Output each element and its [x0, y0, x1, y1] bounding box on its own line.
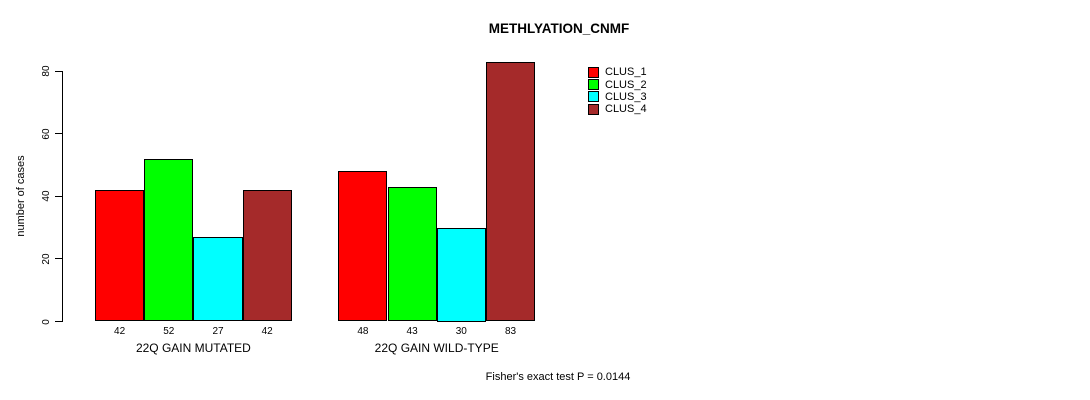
bar-clus_2-group2: [387, 186, 437, 322]
group-label-1: 22Q GAIN MUTATED: [135, 341, 251, 355]
bar-clus_1-group1: [95, 189, 145, 322]
y-axis-tick: [55, 258, 62, 260]
group-label-2: 22Q GAIN WILD-TYPE: [374, 341, 499, 355]
y-axis-tick: [55, 321, 62, 322]
legend-entry-clus_3: CLUS_3: [588, 91, 647, 103]
fisher-test-annotation: Fisher's exact test P = 0.0144: [485, 371, 631, 383]
chart-title: METHLYATION_CNMF: [488, 21, 630, 36]
y-axis-tick-label: 0: [40, 318, 52, 325]
legend-entry-clus_1: CLUS_1: [588, 66, 647, 78]
bar-value-label: 30: [455, 326, 467, 337]
y-axis-tick: [55, 133, 62, 135]
legend-swatch-clus_1: [588, 66, 599, 78]
bar-value-label: 27: [212, 326, 224, 337]
y-axis-tick: [55, 195, 62, 197]
y-axis-tick: [55, 70, 62, 72]
bar-value-label: 48: [357, 326, 369, 337]
legend-label: CLUS_1: [605, 66, 647, 79]
bar-value-label: 43: [406, 326, 418, 337]
bar-value-label: 42: [114, 326, 126, 337]
y-axis-tick-label: 60: [40, 128, 52, 140]
bar-value-label: 42: [261, 326, 273, 337]
bar-clus_4-group2: [485, 61, 536, 322]
legend-entry-clus_4: CLUS_4: [588, 103, 647, 115]
y-axis-line: [62, 71, 63, 322]
bar-clus_3-group2: [436, 227, 486, 322]
bar-value-label: 52: [163, 326, 175, 337]
y-axis-tick-label: 80: [40, 65, 52, 77]
y-axis-tick-label: 40: [40, 190, 52, 202]
legend-entry-clus_2: CLUS_2: [588, 78, 647, 91]
legend-swatch-clus_2: [588, 79, 599, 91]
bar-clus_1-group2: [338, 171, 388, 322]
legend: CLUS_1 CLUS_2 CLUS_3 CLUS_4: [588, 66, 647, 116]
y-axis-tick-label: 20: [40, 253, 52, 265]
bar-clus_4-group1: [242, 189, 292, 322]
bar-clus_3-group1: [193, 236, 243, 322]
legend-label: CLUS_4: [605, 103, 647, 116]
legend-swatch-clus_3: [588, 91, 599, 103]
legend-label: CLUS_3: [605, 90, 647, 103]
bar-clus_2-group1: [144, 158, 194, 322]
bar-value-label: 83: [504, 326, 517, 337]
legend-label: CLUS_2: [605, 78, 647, 91]
legend-swatch-clus_4: [588, 103, 599, 115]
